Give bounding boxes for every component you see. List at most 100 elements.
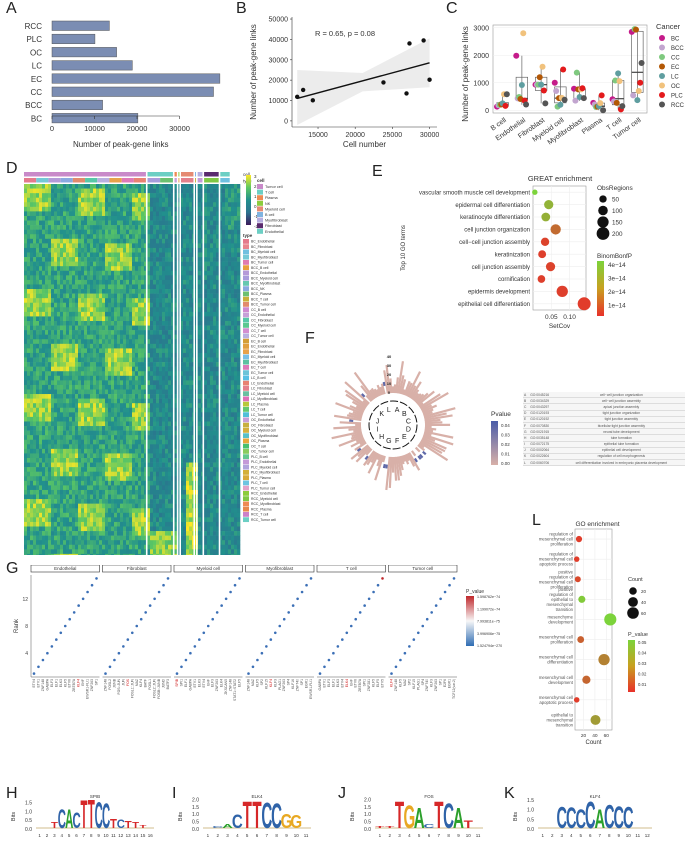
- heatmap-cell: [48, 453, 52, 459]
- heatmap-cell: [147, 302, 151, 308]
- heatmap-cell: [72, 293, 76, 299]
- heatmap-cell: [156, 389, 160, 395]
- heatmap-cell: [108, 302, 112, 308]
- heatmap-cell: [42, 330, 46, 335]
- heatmap-cell: [210, 302, 214, 308]
- heatmap-cell: [147, 289, 151, 294]
- heatmap-cell: [120, 407, 124, 413]
- heatmap-cell: [237, 398, 241, 404]
- heatmap-cell: [33, 302, 37, 308]
- heatmap-cell: [219, 275, 223, 281]
- heatmap-cell: [183, 234, 187, 240]
- heatmap-cell: [120, 316, 124, 322]
- heatmap-cell: [30, 389, 34, 395]
- heatmap-cell: [69, 384, 73, 390]
- heatmap-cell: [129, 403, 133, 409]
- heatmap-cell: [216, 293, 220, 299]
- heatmap-cell: [141, 275, 145, 281]
- heatmap-cell: [78, 298, 82, 304]
- heatmap-cell: [138, 193, 142, 198]
- heatmap-cell: [207, 247, 211, 253]
- heatmap-cell: [66, 206, 70, 212]
- heatmap-cell: [138, 435, 142, 441]
- heatmap-cell: [141, 343, 145, 349]
- heatmap-cell: [204, 321, 208, 326]
- heatmap-cell: [48, 270, 52, 276]
- heatmap-cell: [75, 202, 79, 208]
- heatmap-cell: [237, 430, 241, 436]
- heatmap-cell: [189, 279, 193, 285]
- heatmap-cell: [207, 316, 211, 322]
- heatmap-cell: [39, 389, 43, 395]
- heatmap-cell: [222, 339, 226, 345]
- heatmap-cell: [159, 302, 163, 308]
- heatmap-cell: [108, 184, 112, 189]
- heatmap-cell: [69, 188, 73, 194]
- heatmap-cell: [138, 220, 142, 226]
- heatmap-cell: [174, 394, 178, 399]
- heatmap-cell: [93, 289, 97, 294]
- heatmap-cell: [120, 480, 124, 486]
- heatmap-cell: [207, 357, 211, 363]
- heatmap-cell: [237, 215, 241, 221]
- heatmap-cell: [234, 398, 238, 404]
- heatmap-cell: [63, 480, 67, 486]
- heatmap-cell: [75, 448, 79, 454]
- heatmap-cell: [69, 339, 73, 345]
- heatmap-cell: [210, 270, 214, 276]
- heatmap-cell: [69, 229, 73, 235]
- heatmap-cell: [135, 448, 139, 454]
- heatmap-cell: [231, 225, 235, 230]
- heatmap-cell: [54, 193, 58, 198]
- heatmap-cell: [129, 339, 133, 345]
- heatmap-cell: [198, 357, 202, 363]
- heatmap-cell: [204, 197, 208, 203]
- heatmap-cell: [144, 371, 148, 377]
- heatmap-cell: [69, 407, 73, 413]
- heatmap-cell: [132, 343, 136, 349]
- heatmap-cell: [114, 266, 118, 272]
- heatmap-cell: [72, 476, 76, 482]
- heatmap-cell: [30, 316, 34, 322]
- heatmap-cell: [75, 366, 79, 372]
- heatmap-cell: [120, 188, 124, 194]
- x-tick-label: 20000: [345, 132, 365, 139]
- heatmap-cell: [69, 293, 73, 299]
- heatmap-cell: [189, 188, 193, 194]
- heatmap-cell: [93, 215, 97, 221]
- heatmap-cell: [150, 197, 154, 203]
- heatmap-cell: [150, 435, 154, 441]
- heatmap-cell: [114, 325, 118, 331]
- heatmap-cell: [51, 357, 55, 363]
- heatmap-cell: [39, 462, 43, 468]
- heatmap-cell: [90, 298, 94, 304]
- heatmap-cell: [183, 311, 187, 317]
- heatmap-cell: [141, 467, 145, 472]
- heatmap-cell: [54, 439, 58, 445]
- heatmap-cell: [147, 330, 151, 335]
- point-bc: [551, 79, 558, 86]
- heatmap-cell: [69, 375, 73, 381]
- heatmap-cell: [96, 421, 100, 427]
- heatmap-cell: [159, 426, 163, 431]
- heatmap-cell: [180, 184, 184, 189]
- heatmap-cell: [90, 293, 94, 299]
- point-rcc: [561, 96, 568, 103]
- heatmap-cell: [30, 266, 34, 272]
- heatmap-cell: [213, 311, 217, 317]
- heatmap-cell: [156, 316, 160, 322]
- heatmap-cell: [75, 398, 79, 404]
- heatmap-cell: [138, 375, 142, 381]
- heatmap-cell: [237, 275, 241, 281]
- heatmap-cell: [162, 357, 166, 363]
- heatmap-cell: [24, 430, 28, 436]
- heatmap-cell: [96, 243, 100, 249]
- heatmap-cell: [45, 362, 49, 367]
- heatmap-cell: [225, 188, 229, 194]
- heatmap-cell: [87, 311, 91, 317]
- heatmap-cell: [171, 193, 175, 198]
- y-tick-label: 0: [284, 118, 288, 125]
- heatmap-cell: [225, 384, 229, 390]
- heatmap-cell: [51, 252, 55, 258]
